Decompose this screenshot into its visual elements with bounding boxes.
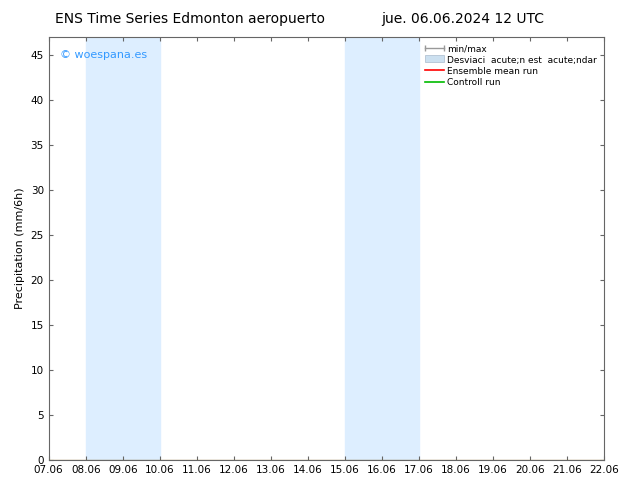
Text: ENS Time Series Edmonton aeropuerto: ENS Time Series Edmonton aeropuerto <box>55 12 325 26</box>
Y-axis label: Precipitation (mm/6h): Precipitation (mm/6h) <box>15 188 25 309</box>
Text: © woespana.es: © woespana.es <box>60 50 147 60</box>
Legend: min/max, Desviaci  acute;n est  acute;ndar, Ensemble mean run, Controll run: min/max, Desviaci acute;n est acute;ndar… <box>423 42 600 90</box>
Text: jue. 06.06.2024 12 UTC: jue. 06.06.2024 12 UTC <box>381 12 545 26</box>
Bar <box>86 37 160 460</box>
Bar <box>345 37 419 460</box>
